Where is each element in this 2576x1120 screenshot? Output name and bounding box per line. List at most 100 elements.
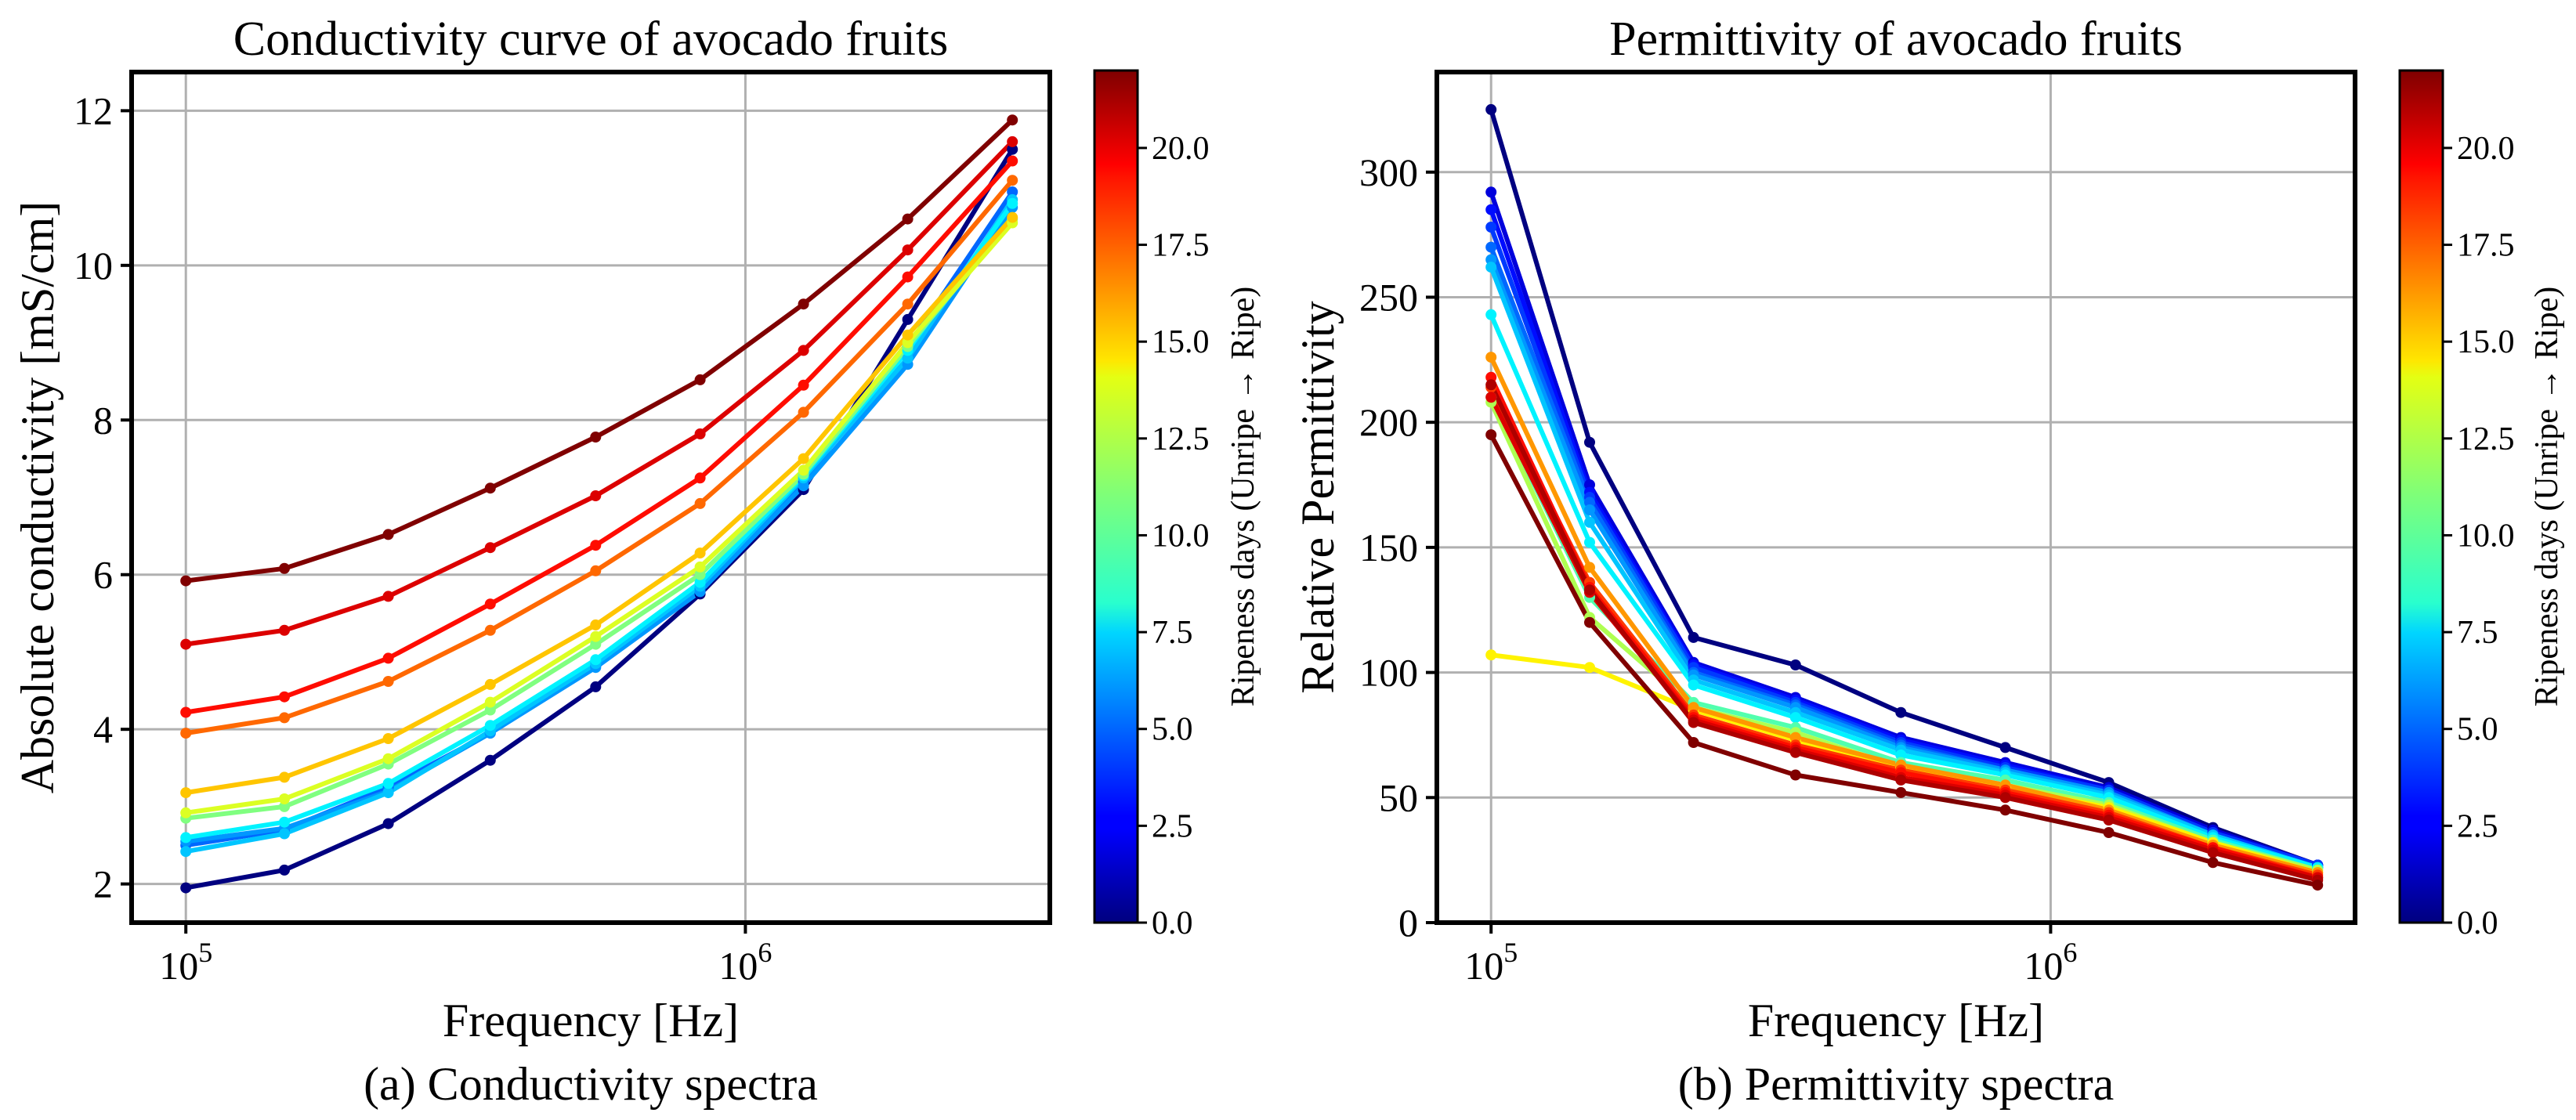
series-line bbox=[1489, 376, 2319, 880]
data-point bbox=[590, 565, 602, 576]
data-point bbox=[180, 882, 192, 894]
data-point bbox=[590, 638, 602, 650]
data-point bbox=[902, 298, 914, 310]
series-line bbox=[1489, 313, 2319, 870]
title: Conductivity curve of avocado fruits bbox=[233, 13, 949, 66]
colorbar-tick-label: 12.5 bbox=[2457, 421, 2515, 457]
series-points bbox=[1485, 103, 2324, 891]
data-point bbox=[1584, 662, 1595, 674]
data-point bbox=[590, 681, 602, 692]
data-point bbox=[279, 800, 290, 812]
colorbar-tick-label: 5.0 bbox=[2457, 712, 2498, 748]
caption: (a) Conductivity spectra bbox=[364, 1058, 818, 1110]
colorbar-tick-label: 0.0 bbox=[2457, 905, 2498, 941]
colorbar-tick-label: 10.0 bbox=[2457, 518, 2515, 554]
data-point bbox=[798, 379, 809, 391]
data-point bbox=[798, 406, 809, 418]
data-point bbox=[694, 428, 706, 439]
colorbar-tick-label: 15.0 bbox=[2457, 324, 2515, 360]
data-point bbox=[1688, 702, 1699, 714]
data-point bbox=[1789, 769, 1801, 781]
data-point bbox=[484, 598, 496, 610]
data-point bbox=[1485, 371, 1497, 383]
colorbar-tick-label: 2.5 bbox=[1152, 808, 1193, 844]
data-point bbox=[180, 638, 192, 650]
data-point bbox=[902, 352, 914, 364]
data-point bbox=[180, 706, 192, 718]
gridlines bbox=[1437, 72, 2355, 924]
colorbar: 0.0 2.5 5.0 7.5 10.0 12.5 15.0 17.5 20.0 Ripenes… bbox=[1093, 69, 1261, 941]
series-points bbox=[180, 114, 1018, 894]
data-point bbox=[484, 678, 496, 690]
colorbar-tick-label: 12.5 bbox=[1152, 421, 1210, 457]
data-point bbox=[2103, 827, 2115, 838]
data-point bbox=[590, 654, 602, 666]
colorbar-label: Ripeness days (Unripe → Ripe) bbox=[1225, 287, 1261, 707]
data-point bbox=[1007, 175, 1018, 186]
data-point bbox=[590, 490, 602, 501]
data-point bbox=[1895, 774, 1907, 786]
colorbar-tick-label: 10.0 bbox=[1152, 518, 1210, 554]
data-point bbox=[180, 787, 192, 799]
colorbar-frame bbox=[1093, 69, 1139, 924]
colorbar-tick-label: 20.0 bbox=[2457, 131, 2515, 167]
colorbar-gradient bbox=[2400, 70, 2443, 923]
data-point bbox=[382, 787, 394, 799]
data-point bbox=[279, 691, 290, 703]
data-point bbox=[279, 816, 290, 828]
data-point bbox=[1584, 584, 1595, 596]
series-line bbox=[1489, 396, 2319, 873]
y-tick-label: 2 bbox=[93, 862, 113, 906]
data-point bbox=[1007, 211, 1018, 223]
colorbar-tick-label: 0.0 bbox=[1152, 905, 1193, 941]
data-point bbox=[279, 828, 290, 840]
data-point bbox=[279, 793, 290, 804]
y-tick-label: 6 bbox=[93, 553, 113, 597]
plot-frame bbox=[1435, 70, 2357, 925]
y-tick-label: 200 bbox=[1359, 400, 1418, 444]
series-line bbox=[185, 179, 1015, 736]
caption: (b) Permittivity spectra bbox=[1678, 1058, 2115, 1110]
data-point bbox=[1789, 746, 1801, 758]
panel-b: Permittivity of avocado fruits 0 50 100 150… bbox=[1292, 13, 2565, 1110]
data-point bbox=[1584, 479, 1595, 490]
data-point bbox=[1789, 659, 1801, 670]
x-tick-label: 105 bbox=[159, 937, 212, 988]
data-point bbox=[902, 213, 914, 225]
y-tick-label: 250 bbox=[1359, 275, 1418, 319]
data-point bbox=[1007, 155, 1018, 167]
colorbar-label: Ripeness days (Unripe → Ripe) bbox=[2529, 287, 2565, 707]
panel-a: Conductivity curve of avocado fruits 2 4 6… bbox=[12, 13, 1261, 1110]
colorbar-gradient bbox=[1094, 70, 1138, 923]
data-point bbox=[1485, 392, 1497, 403]
colorbar-tick-label: 17.5 bbox=[1152, 228, 1210, 264]
data-point bbox=[1485, 649, 1497, 661]
data-point bbox=[2312, 880, 2324, 891]
data-point bbox=[1485, 103, 1497, 115]
data-point bbox=[180, 575, 192, 587]
data-point bbox=[1584, 537, 1595, 548]
data-point bbox=[590, 619, 602, 630]
data-point bbox=[484, 542, 496, 554]
plot-frame bbox=[129, 70, 1052, 925]
y-axis-label: Relative Permittivity bbox=[1292, 301, 1344, 694]
data-point bbox=[1688, 737, 1699, 748]
colorbar-ticks: 0.0 2.5 5.0 7.5 10.0 12.5 15.0 17.5 20.0 bbox=[1138, 131, 1210, 941]
y-tick-label: 0 bbox=[1398, 901, 1418, 945]
data-point bbox=[2207, 857, 2219, 869]
data-point bbox=[1007, 114, 1018, 126]
colorbar-tick-label: 7.5 bbox=[1152, 615, 1193, 651]
data-point bbox=[1485, 309, 1497, 320]
data-point bbox=[1485, 379, 1497, 391]
data-point bbox=[694, 547, 706, 559]
x-tick-label: 106 bbox=[2024, 937, 2077, 988]
data-point bbox=[1007, 197, 1018, 209]
colorbar-tick-label: 5.0 bbox=[1152, 712, 1193, 748]
data-point bbox=[180, 807, 192, 818]
data-point bbox=[1584, 562, 1595, 573]
data-point bbox=[1895, 786, 1907, 798]
y-axis-label: Absolute conductivity [mS/cm] bbox=[12, 201, 63, 794]
data-point bbox=[1485, 222, 1497, 233]
data-point bbox=[1485, 262, 1497, 273]
data-point bbox=[902, 244, 914, 256]
